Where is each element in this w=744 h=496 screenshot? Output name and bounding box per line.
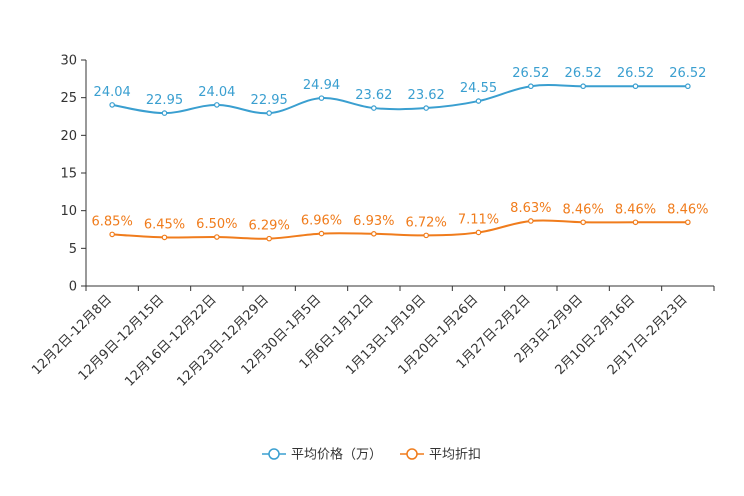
data-label: 24.04	[94, 85, 131, 100]
data-label: 6.93%	[353, 214, 394, 229]
data-point[interactable]	[632, 83, 639, 90]
data-point[interactable]	[580, 83, 586, 90]
y-tick-label: 5	[69, 242, 77, 257]
data-point[interactable]	[423, 105, 429, 111]
legend-swatch-marker	[268, 448, 280, 460]
data-label: 24.55	[460, 81, 497, 96]
legend-item-label[interactable]: 平均折扣	[429, 448, 481, 463]
x-tick-label: 12月16日-12月22日	[122, 292, 219, 389]
data-labels: 24.04 22.95 24.04 22.95 24.94 23.62 23.62 24.55…	[92, 66, 709, 233]
data-label: 6.50%	[196, 217, 237, 232]
data-label: 8.46%	[615, 202, 656, 217]
data-label: 8.63%	[510, 201, 551, 216]
series-line-1	[112, 219, 688, 240]
data-point[interactable]	[371, 230, 377, 237]
data-point[interactable]	[318, 95, 325, 101]
data-label: 26.52	[512, 66, 549, 81]
data-point[interactable]	[214, 102, 220, 108]
series-points	[109, 83, 691, 242]
series-line-0	[112, 84, 688, 115]
x-tick-label: 12月23日-12月29日	[175, 292, 272, 389]
y-tick-label: 30	[60, 54, 77, 69]
data-point[interactable]	[685, 219, 691, 226]
legend-swatch-marker	[406, 448, 418, 460]
data-label: 6.29%	[249, 219, 290, 234]
data-label: 24.04	[198, 85, 235, 100]
data-label: 8.46%	[667, 202, 708, 217]
y-tick-label: 0	[69, 280, 77, 295]
data-label: 6.45%	[144, 217, 185, 232]
data-label: 7.11%	[458, 212, 499, 227]
data-label: 22.95	[146, 93, 183, 108]
data-label: 24.94	[303, 78, 340, 93]
data-point[interactable]	[475, 98, 482, 104]
data-point[interactable]	[266, 110, 272, 116]
data-label: 22.95	[251, 93, 288, 108]
data-label: 6.96%	[301, 214, 342, 229]
legend: 平均价格（万） 平均折扣	[262, 447, 481, 463]
data-label: 23.62	[355, 88, 392, 103]
series-lines	[112, 84, 688, 240]
x-axis-ticks: 12月2日-12月8日12月9日-12月15日12月16日-12月22日12月2…	[29, 286, 715, 390]
y-tick-label: 10	[60, 204, 77, 219]
legend-item-label[interactable]: 平均价格（万）	[291, 447, 382, 463]
y-tick-label: 25	[60, 91, 77, 106]
data-point[interactable]	[318, 230, 325, 237]
data-point[interactable]	[371, 105, 377, 111]
data-label: 26.52	[617, 66, 654, 81]
data-label: 6.72%	[406, 215, 447, 230]
data-point[interactable]	[109, 231, 115, 238]
y-axis-ticks: 0 5 10 15 20 25 30	[60, 54, 86, 295]
data-label: 6.85%	[92, 214, 133, 229]
y-tick-label: 20	[60, 129, 77, 144]
data-point[interactable]	[632, 219, 639, 226]
data-point[interactable]	[161, 234, 168, 241]
data-label: 23.62	[408, 88, 445, 103]
data-point[interactable]	[528, 83, 534, 90]
data-point[interactable]	[423, 232, 429, 239]
y-tick-label: 15	[60, 167, 77, 182]
data-point[interactable]	[528, 218, 534, 224]
data-point[interactable]	[161, 110, 168, 116]
data-point[interactable]	[109, 102, 115, 108]
data-point[interactable]	[266, 235, 272, 242]
data-point[interactable]	[685, 83, 691, 90]
data-point[interactable]	[475, 229, 482, 236]
data-label: 26.52	[669, 66, 706, 81]
data-label: 8.46%	[563, 202, 604, 217]
data-point[interactable]	[214, 234, 220, 240]
data-label: 26.52	[565, 66, 602, 81]
data-point[interactable]	[580, 219, 586, 226]
